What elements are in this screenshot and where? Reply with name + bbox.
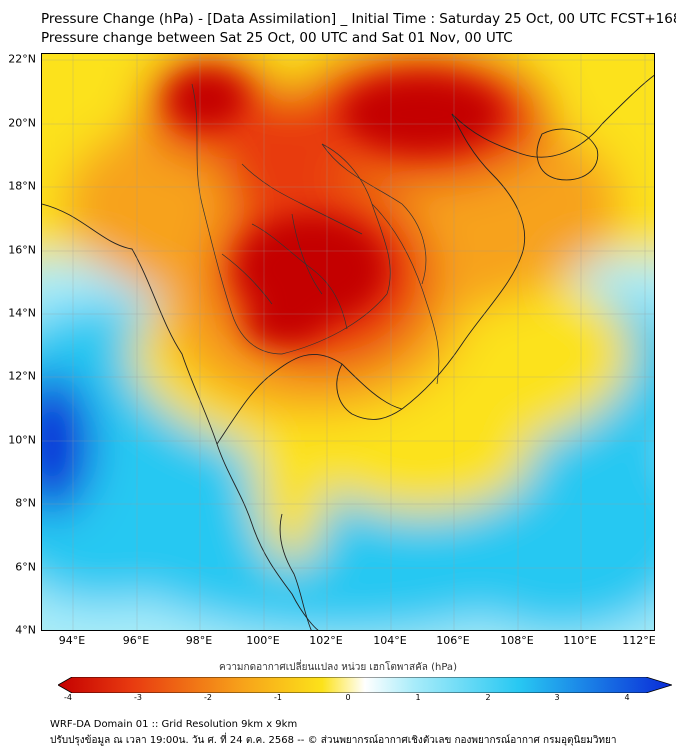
colorbar-tick-label: -3	[134, 693, 142, 702]
lon-label: 102°E	[309, 634, 343, 647]
lat-label: 20°N	[8, 116, 36, 130]
lon-label: 104°E	[373, 634, 407, 647]
update-credit: ปรับปรุงข้อมูล ณ เวลา 19:00น. วัน ศ. ที่…	[50, 735, 617, 746]
colorbar	[58, 677, 672, 693]
lat-label: 14°N	[8, 306, 36, 320]
lon-label: 108°E	[500, 634, 534, 647]
strong-positive-region	[247, 304, 327, 344]
lat-label: 18°N	[8, 179, 36, 193]
colorbar-tick-label: 0	[345, 693, 351, 702]
pressure-change-map	[41, 53, 655, 631]
lon-label: 96°E	[122, 634, 150, 647]
colorbar-label: ความกดอากาศเปลี่ยนแปลง หน่วย เฮกโตพาสคัล…	[219, 662, 457, 673]
colorbar-tick-label: -2	[204, 693, 212, 702]
colorbar-tick-label: 4	[624, 693, 630, 702]
lon-label: 112°E	[622, 634, 656, 647]
pressure-field	[42, 54, 654, 630]
lat-label: 22°N	[8, 52, 36, 66]
lat-label: 6°N	[15, 560, 36, 574]
chart-subtitle: Pressure change between Sat 25 Oct, 00 U…	[41, 30, 513, 46]
chart-title: Pressure Change (hPa) - [Data Assimilati…	[41, 11, 676, 27]
model-info: WRF-DA Domain 01 :: Grid Resolution 9km …	[50, 719, 298, 730]
strong-positive-region	[169, 71, 245, 127]
positive-region	[222, 104, 342, 224]
graticule	[42, 54, 654, 630]
strong-positive-region	[342, 76, 502, 152]
lat-label: 16°N	[8, 243, 36, 257]
colorbar-bar	[58, 677, 672, 693]
country-borders	[191, 83, 440, 385]
colorbar-tick-label: 1	[415, 693, 421, 702]
lon-label: 98°E	[185, 634, 213, 647]
coastlines	[42, 74, 654, 630]
colorbar-tick-label: -4	[64, 693, 72, 702]
colorbar-tick-label: 3	[554, 693, 560, 702]
lon-label: 100°E	[246, 634, 280, 647]
positive-region	[312, 394, 532, 514]
lat-label: 12°N	[8, 369, 36, 383]
lon-label: 106°E	[436, 634, 470, 647]
lon-label: 110°E	[563, 634, 597, 647]
colorbar-ticks: -4 -3 -2 -1 0 1 2 3 4	[0, 693, 676, 707]
colorbar-tick-label: 2	[485, 693, 491, 702]
lat-label: 4°N	[15, 623, 36, 637]
colorbar-tick-label: -1	[274, 693, 282, 702]
lat-label: 10°N	[8, 433, 36, 447]
map-canvas	[42, 54, 654, 630]
lat-label: 8°N	[15, 496, 36, 510]
strong-negative-region	[42, 374, 92, 514]
lon-label: 94°E	[58, 634, 86, 647]
